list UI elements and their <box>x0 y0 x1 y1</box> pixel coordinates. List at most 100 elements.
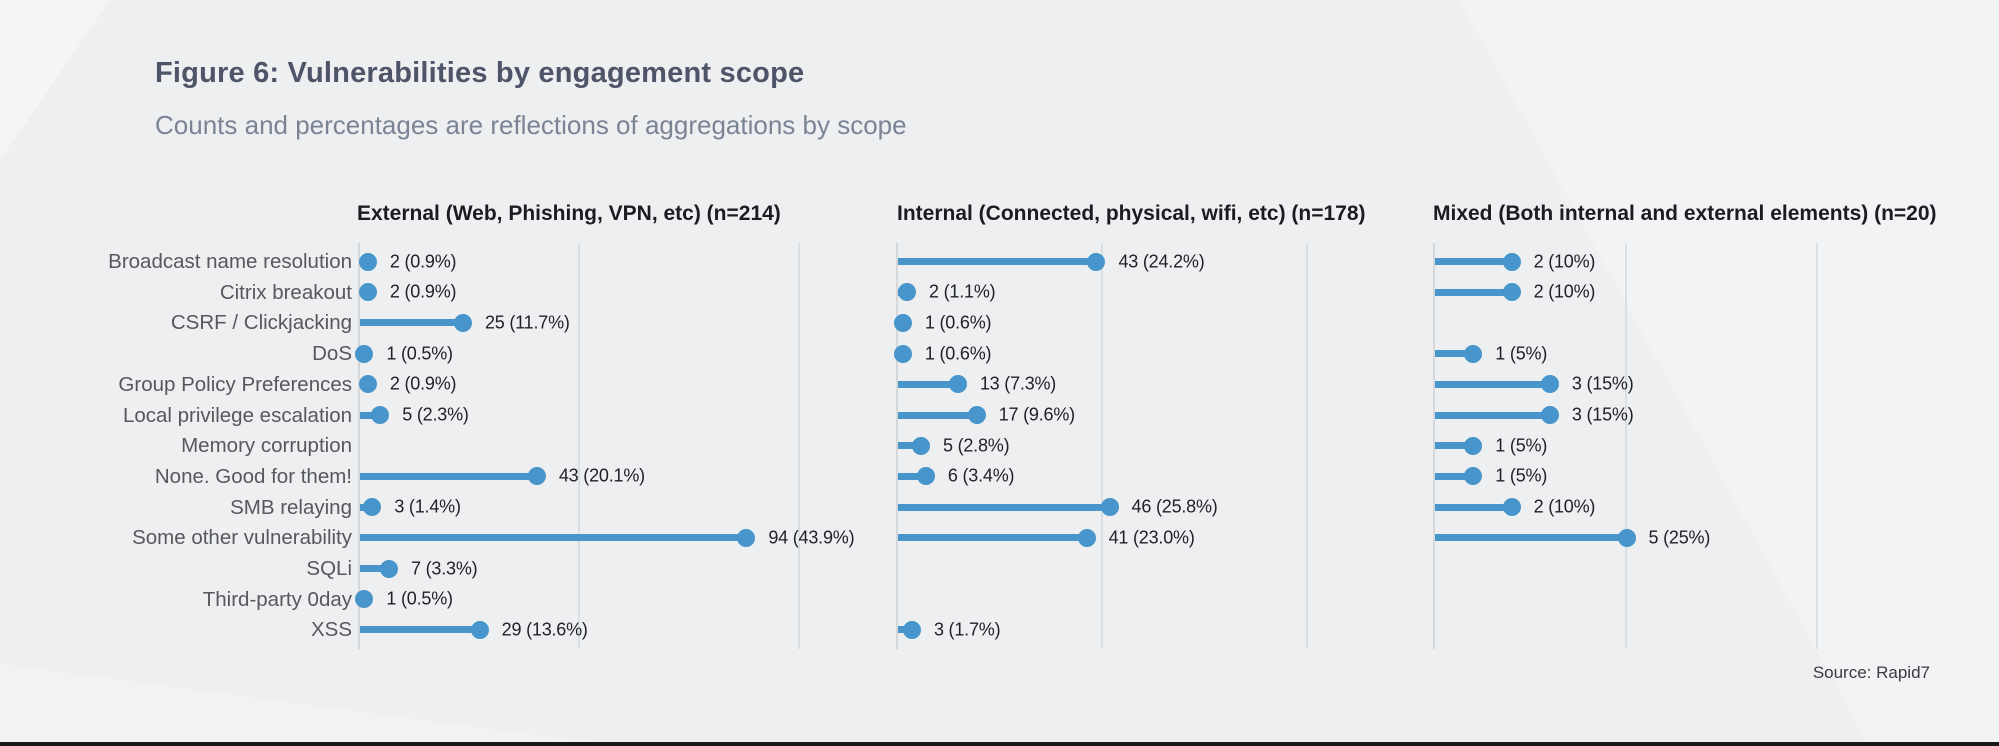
lollipop-dot <box>1100 498 1119 517</box>
lollipop-dot <box>893 313 912 332</box>
value-label: 46 (25.8%) <box>1131 496 1218 517</box>
value-label: 29 (13.6%) <box>501 619 588 640</box>
bottom-edge-bar <box>0 742 1999 746</box>
lollipop-stem <box>1435 350 1474 358</box>
lollipop-row: 2 (1.1%) <box>898 277 1661 308</box>
lollipop-dot <box>380 559 399 578</box>
lollipop-stem <box>360 565 390 572</box>
lollipop-dot <box>1077 528 1096 547</box>
lollipop-row: 17 (9.6%) <box>898 400 1661 431</box>
lollipop-row: 1 (0.5%) <box>355 338 1120 369</box>
value-label: 43 (24.2%) <box>1118 251 1205 271</box>
lollipop-dot <box>355 344 374 363</box>
lollipop-dot <box>893 344 912 363</box>
category-label: SMB relaying <box>230 495 352 519</box>
value-label: 43 (20.1%) <box>558 465 645 486</box>
lollipop-dot <box>916 467 935 486</box>
category-label: None. Good for them! <box>154 464 352 488</box>
panel-internal: 43 (24.2%) 2 (1.1%) 1 (0.6%) 1 (0.6%) 13 (7.… <box>893 243 1401 649</box>
lollipop-dot <box>371 406 390 424</box>
lollipop-dot <box>1540 375 1559 394</box>
lollipop-dot <box>363 498 382 517</box>
lollipop-stem <box>898 258 1097 265</box>
lollipop-row: 94 (43.9%) <box>360 522 1120 553</box>
value-label: 2 (10%) <box>1533 496 1596 517</box>
lollipop-stem <box>898 534 1087 542</box>
value-label: 2 (10%) <box>1533 281 1596 302</box>
lollipop-row: 2 (0.9%) <box>358 369 1120 400</box>
category-label: Citrix breakout <box>219 280 352 304</box>
lollipop-stem <box>898 442 921 450</box>
value-label: 2 (0.9%) <box>389 373 457 394</box>
category-label: Some other vulnerability <box>132 526 352 550</box>
lollipop-row: 25 (11.7%) <box>360 307 1120 338</box>
lollipop-row: 6 (3.4%) <box>898 461 1661 492</box>
lollipop-row: 41 (23.0%) <box>898 522 1661 553</box>
lollipop-dot <box>358 375 377 394</box>
lollipop-row: 3 (15%) <box>1435 400 1999 431</box>
value-label: 2 (0.9%) <box>389 251 457 271</box>
category-labels: Broadcast name resolution Citrix breakout… <box>0 243 352 649</box>
lollipop-stem <box>1435 534 1627 542</box>
lollipop-stem <box>360 411 381 419</box>
lollipop-dot <box>1502 252 1521 271</box>
lollipop-stem <box>898 503 1110 511</box>
lollipop-row: 1 (5%) <box>1435 338 1999 369</box>
category-label: Memory corruption <box>181 434 352 458</box>
value-label: 41 (23.0%) <box>1108 527 1195 548</box>
lollipop-dot <box>453 313 472 332</box>
lollipop-row: 1 (0.5%) <box>355 584 1120 615</box>
value-label: 2 (0.9%) <box>389 281 457 302</box>
value-label: 6 (3.4%) <box>947 465 1015 486</box>
lollipop-row: 2 (10%) <box>1435 277 1999 308</box>
lollipop-stem <box>1435 442 1474 450</box>
gridline <box>1816 243 1818 649</box>
lollipop-dot <box>1617 528 1636 547</box>
lollipop-stem <box>1435 472 1474 480</box>
lollipop-stem <box>360 626 480 634</box>
value-label: 94 (43.9%) <box>768 527 855 548</box>
lollipop-row: 3 (15%) <box>1435 369 1999 400</box>
panel-external: 2 (0.9%) 2 (0.9%) 25 (11.7%) 1 (0.5%) 2 (0.9… <box>355 243 860 649</box>
lollipop-dot <box>898 283 917 302</box>
lollipop-row: 1 (5%) <box>1435 461 1999 492</box>
value-label: 3 (1.4%) <box>394 496 461 517</box>
lollipop-row: 3 (1.4%) <box>360 492 1120 523</box>
value-label: 17 (9.6%) <box>998 404 1075 425</box>
lollipop-dot <box>358 252 377 271</box>
value-label: 7 (3.3%) <box>411 558 478 578</box>
lollipop-stem <box>1435 258 1512 265</box>
lollipop-stem <box>898 380 958 388</box>
gridline <box>1101 243 1103 649</box>
lollipop-dot <box>902 620 921 639</box>
lollipop-dot <box>1464 344 1483 363</box>
value-label: 1 (5%) <box>1495 343 1548 364</box>
lollipop-dot <box>358 283 377 302</box>
lollipop-dot <box>911 436 930 455</box>
gridline <box>1306 243 1308 649</box>
value-label: 13 (7.3%) <box>979 373 1057 394</box>
category-label: SQLi <box>306 557 352 580</box>
category-label: DoS <box>312 342 352 366</box>
panel-mixed: 2 (10%) 2 (10%) 1 (5%) 3 (15%) 3 (15%) 1 (5%)… <box>1433 243 1915 649</box>
value-label: 1 (5%) <box>1495 435 1548 456</box>
lollipop-row: 43 (24.2%) <box>898 246 1661 277</box>
value-label: 1 (0.6%) <box>924 343 992 364</box>
lollipop-row: 5 (2.8%) <box>898 430 1661 461</box>
lollipop-stem <box>1435 288 1512 296</box>
lollipop-stem <box>360 534 747 542</box>
value-label: 1 (5%) <box>1495 465 1548 486</box>
panel-header-internal: Internal (Connected, physical, wifi, etc… <box>897 202 1366 225</box>
category-label: XSS <box>310 618 352 642</box>
category-label: Group Policy Preferences <box>118 372 352 396</box>
lollipop-stem <box>1435 380 1550 388</box>
lollipop-row: 5 (25%) <box>1435 522 1999 553</box>
lollipop-row: 13 (7.3%) <box>898 369 1661 400</box>
category-label: Broadcast name resolution <box>108 250 352 273</box>
lollipop-row: 2 (10%) <box>1435 246 1999 277</box>
lollipop-dot <box>1464 436 1483 455</box>
figure-subtitle: Counts and percentages are reflections o… <box>155 110 907 140</box>
value-label: 5 (2.3%) <box>402 404 469 425</box>
lollipop-row: 2 (0.9%) <box>358 277 1120 308</box>
